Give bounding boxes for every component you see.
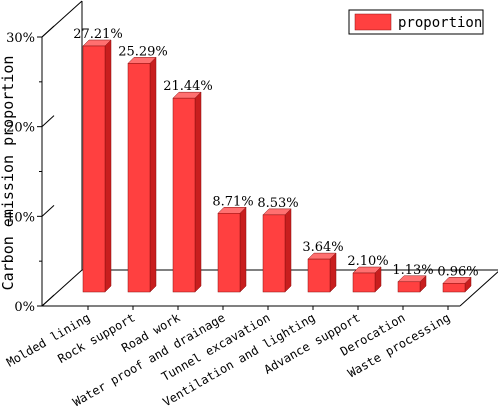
legend-swatch [354,13,392,31]
y-tick-depth [41,25,55,38]
y-tick-depth [41,204,55,217]
y-tick-label: 20% [6,121,35,136]
bars-group [82,39,472,293]
y-tick-depth [41,294,55,307]
y-tick-label: 0% [14,300,35,315]
legend: proportion [348,9,484,35]
y-tick-depth [41,115,55,128]
data-label: 27.21% [73,27,123,42]
bar [217,206,247,293]
bar-side-face [149,56,157,293]
bar-side-face [194,91,202,293]
bar-side-face [239,206,247,293]
bar-front-face [172,97,196,293]
bar-front-face [127,63,151,293]
bar [442,276,472,293]
y-tick-label: 30% [6,31,35,46]
bar [127,56,157,293]
data-label: 8.71% [212,194,253,209]
bar-side-face [329,252,337,293]
bar-front-face [397,281,421,293]
y-axis: 0% 10% 20% 30% [6,25,55,315]
bar [307,252,337,293]
bar-front-face [352,272,376,293]
bar-front-face [262,214,286,293]
bar [397,275,427,293]
bar-side-face [104,39,112,293]
bar [352,266,382,293]
data-label: 1.13% [392,263,433,278]
x-tick-label: Rock support [55,310,137,365]
legend-label: proportion [398,15,482,31]
bar [262,208,292,293]
data-label: 2.10% [347,254,388,269]
frame-edge [459,271,498,307]
data-label: 3.64% [302,240,343,255]
y-axis-title: Carbon emission proportion [0,56,17,291]
bar [172,91,202,293]
bar-side-face [284,208,292,293]
bar-front-face [217,213,241,293]
y-tick-label: 10% [6,210,35,225]
data-labels-group: 27.21% 25.29% 21.44% 8.71% 8.53% 3.64% 2.10% 1.… [73,27,478,279]
data-label: 0.96% [437,264,478,279]
bar-front-face [442,283,466,293]
bar-front-face [307,258,331,293]
data-label: 21.44% [163,79,213,94]
bar [82,39,112,293]
data-label: 25.29% [118,44,168,59]
data-label: 8.53% [257,196,298,211]
bar-front-face [82,45,106,293]
